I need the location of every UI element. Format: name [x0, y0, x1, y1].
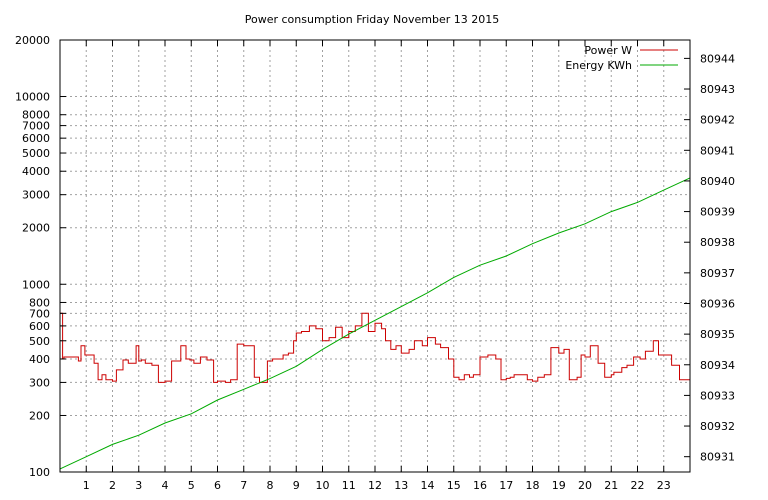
x-tick-label: 9: [293, 479, 300, 492]
x-tick-label: 15: [447, 479, 461, 492]
y2-tick-label: 80940: [700, 175, 735, 188]
y2-tick-label: 80932: [700, 420, 735, 433]
legend-label: Energy KWh: [565, 59, 632, 72]
axes: 1 2 3 4 5 6 7 8 9 10 11 12 13 14 15 16 17 18 19 20 21 22 23100…: [15, 34, 735, 492]
y2-tick-label: 80941: [700, 144, 735, 157]
x-tick-label: 21: [604, 479, 618, 492]
series-line-power: [60, 312, 690, 383]
x-tick-label: 5: [188, 479, 195, 492]
x-tick-label: 19: [552, 479, 566, 492]
legend: Power W Energy KWh: [565, 44, 678, 72]
x-tick-label: 10: [316, 479, 330, 492]
y-tick-label: 7000: [22, 120, 50, 133]
legend-label: Power W: [584, 44, 632, 57]
x-tick-label: 11: [342, 479, 356, 492]
y-tick-label: 4000: [22, 165, 50, 178]
y2-tick-label: 80933: [700, 389, 735, 402]
y-tick-label: 10000: [15, 91, 50, 104]
y-tick-label: 100: [29, 466, 50, 479]
series: [59, 177, 691, 470]
x-tick-label: 4: [162, 479, 169, 492]
y-tick-label: 6000: [22, 132, 50, 145]
x-tick-label: 22: [631, 479, 645, 492]
y-tick-label: 5000: [22, 147, 50, 160]
x-tick-label: 3: [135, 479, 142, 492]
y-tick-label: 800: [29, 296, 50, 309]
y-tick-label: 700: [29, 307, 50, 320]
x-tick-label: 20: [578, 479, 592, 492]
x-tick-label: 2: [109, 479, 116, 492]
y2-tick-label: 80943: [700, 83, 735, 96]
x-tick-label: 18: [526, 479, 540, 492]
y2-tick-label: 80936: [700, 297, 735, 310]
y-tick-label: 1000: [22, 278, 50, 291]
x-tick-label: 7: [240, 479, 247, 492]
y-tick-label: 3000: [22, 189, 50, 202]
y-tick-label: 500: [29, 335, 50, 348]
y-tick-label: 400: [29, 353, 50, 366]
x-tick-label: 8: [267, 479, 274, 492]
x-tick-label: 17: [499, 479, 513, 492]
series-line-energy: [59, 177, 691, 470]
grid: [60, 40, 690, 472]
y-tick-label: 200: [29, 409, 50, 422]
y-tick-label: 300: [29, 376, 50, 389]
x-tick-label: 14: [421, 479, 435, 492]
y-tick-label: 2000: [22, 222, 50, 235]
y2-tick-label: 80931: [700, 451, 735, 464]
y2-tick-label: 80942: [700, 114, 735, 127]
y-tick-label: 600: [29, 320, 50, 333]
x-tick-label: 6: [214, 479, 221, 492]
x-tick-label: 12: [368, 479, 382, 492]
x-tick-label: 16: [473, 479, 487, 492]
y2-tick-label: 80938: [700, 236, 735, 249]
y2-tick-label: 80937: [700, 267, 735, 280]
y-tick-label: 20000: [15, 34, 50, 47]
y-tick-label: 8000: [22, 109, 50, 122]
y2-tick-label: 80934: [700, 359, 735, 372]
x-tick-label: 23: [657, 479, 671, 492]
x-tick-label: 1: [83, 479, 90, 492]
y2-tick-label: 80944: [700, 52, 735, 65]
y2-tick-label: 80939: [700, 206, 735, 219]
x-tick-label: 13: [394, 479, 408, 492]
y2-tick-label: 80935: [700, 328, 735, 341]
chart-title: Power consumption Friday November 13 201…: [245, 13, 500, 26]
